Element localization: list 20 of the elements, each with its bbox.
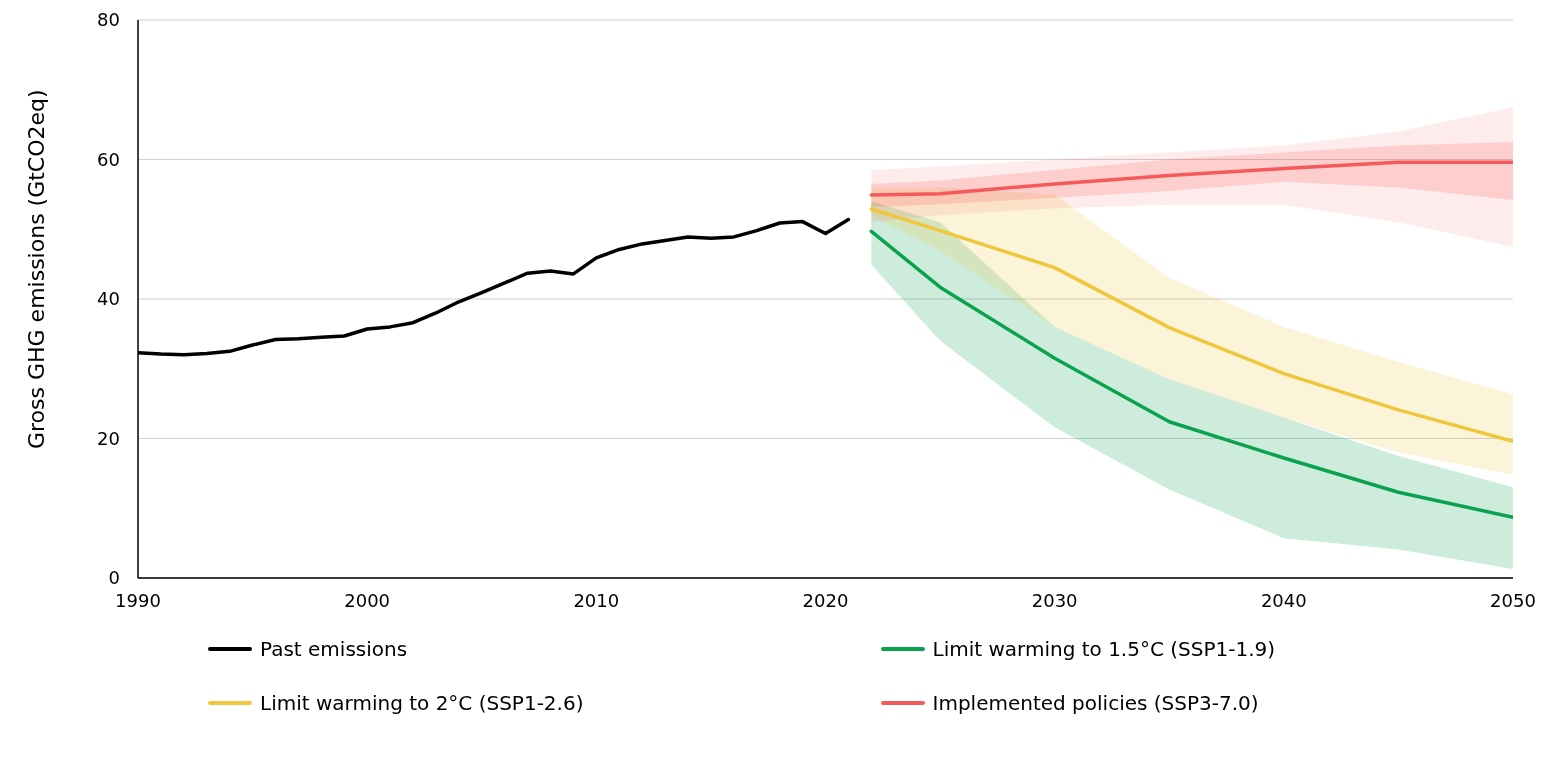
x-tick-label: 2020: [802, 589, 849, 611]
legend-label: Past emissions: [260, 637, 408, 661]
x-tick-label: 2040: [1260, 589, 1307, 611]
x-tick-label: 2000: [344, 589, 391, 611]
legend-label: Limit warming to 1.5°C (SSP1-1.9): [932, 637, 1276, 661]
legend-label: Implemented policies (SSP3-7.0): [932, 691, 1259, 715]
x-tick-label: 2050: [1490, 589, 1536, 611]
y-tick-label: 0: [108, 567, 120, 589]
y-tick-label: 80: [97, 9, 120, 31]
line-series: [869, 207, 1513, 444]
y-tick-label: 60: [97, 148, 120, 170]
y-tick-label: 40: [97, 288, 120, 310]
line-series: [869, 229, 1513, 520]
y-tick-label: 20: [97, 427, 120, 449]
x-tick-label: 1990: [115, 589, 161, 611]
legend-label: Limit warming to 2°C (SSP1-2.6): [260, 691, 584, 715]
x-tick-label: 2030: [1031, 589, 1078, 611]
x-tick-label: 2010: [573, 589, 620, 611]
y-axis-title: Gross GHG emissions (GtCO2eq): [23, 89, 49, 449]
line-series: [869, 160, 1513, 197]
